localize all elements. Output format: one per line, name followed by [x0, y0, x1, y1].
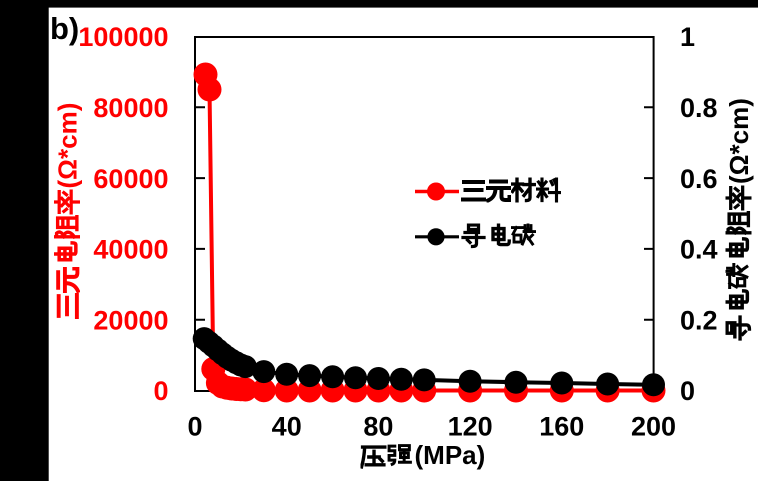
svg-text:(Ω*cm): (Ω*cm) [53, 103, 83, 189]
svg-text:40000: 40000 [93, 235, 168, 265]
svg-text:b): b) [50, 11, 79, 46]
svg-text:0: 0 [153, 376, 168, 406]
svg-text:(MPa): (MPa) [415, 440, 486, 470]
svg-text:0.6: 0.6 [680, 164, 718, 194]
svg-text:40: 40 [272, 412, 302, 442]
svg-text:80000: 80000 [93, 93, 168, 123]
svg-text:20000: 20000 [93, 305, 168, 335]
svg-text:80: 80 [363, 412, 393, 442]
svg-text:0: 0 [680, 376, 695, 406]
svg-text:200: 200 [631, 412, 676, 442]
svg-text:0: 0 [187, 412, 202, 442]
svg-text:100000: 100000 [78, 22, 168, 52]
svg-text:60000: 60000 [93, 164, 168, 194]
svg-text:120: 120 [448, 412, 493, 442]
svg-text:160: 160 [539, 412, 584, 442]
svg-text:0.2: 0.2 [680, 305, 718, 335]
svg-text:0.8: 0.8 [680, 93, 718, 123]
svg-text:(Ω*cm): (Ω*cm) [724, 98, 754, 184]
svg-text:0.4: 0.4 [680, 235, 718, 265]
svg-text:1: 1 [680, 22, 695, 52]
